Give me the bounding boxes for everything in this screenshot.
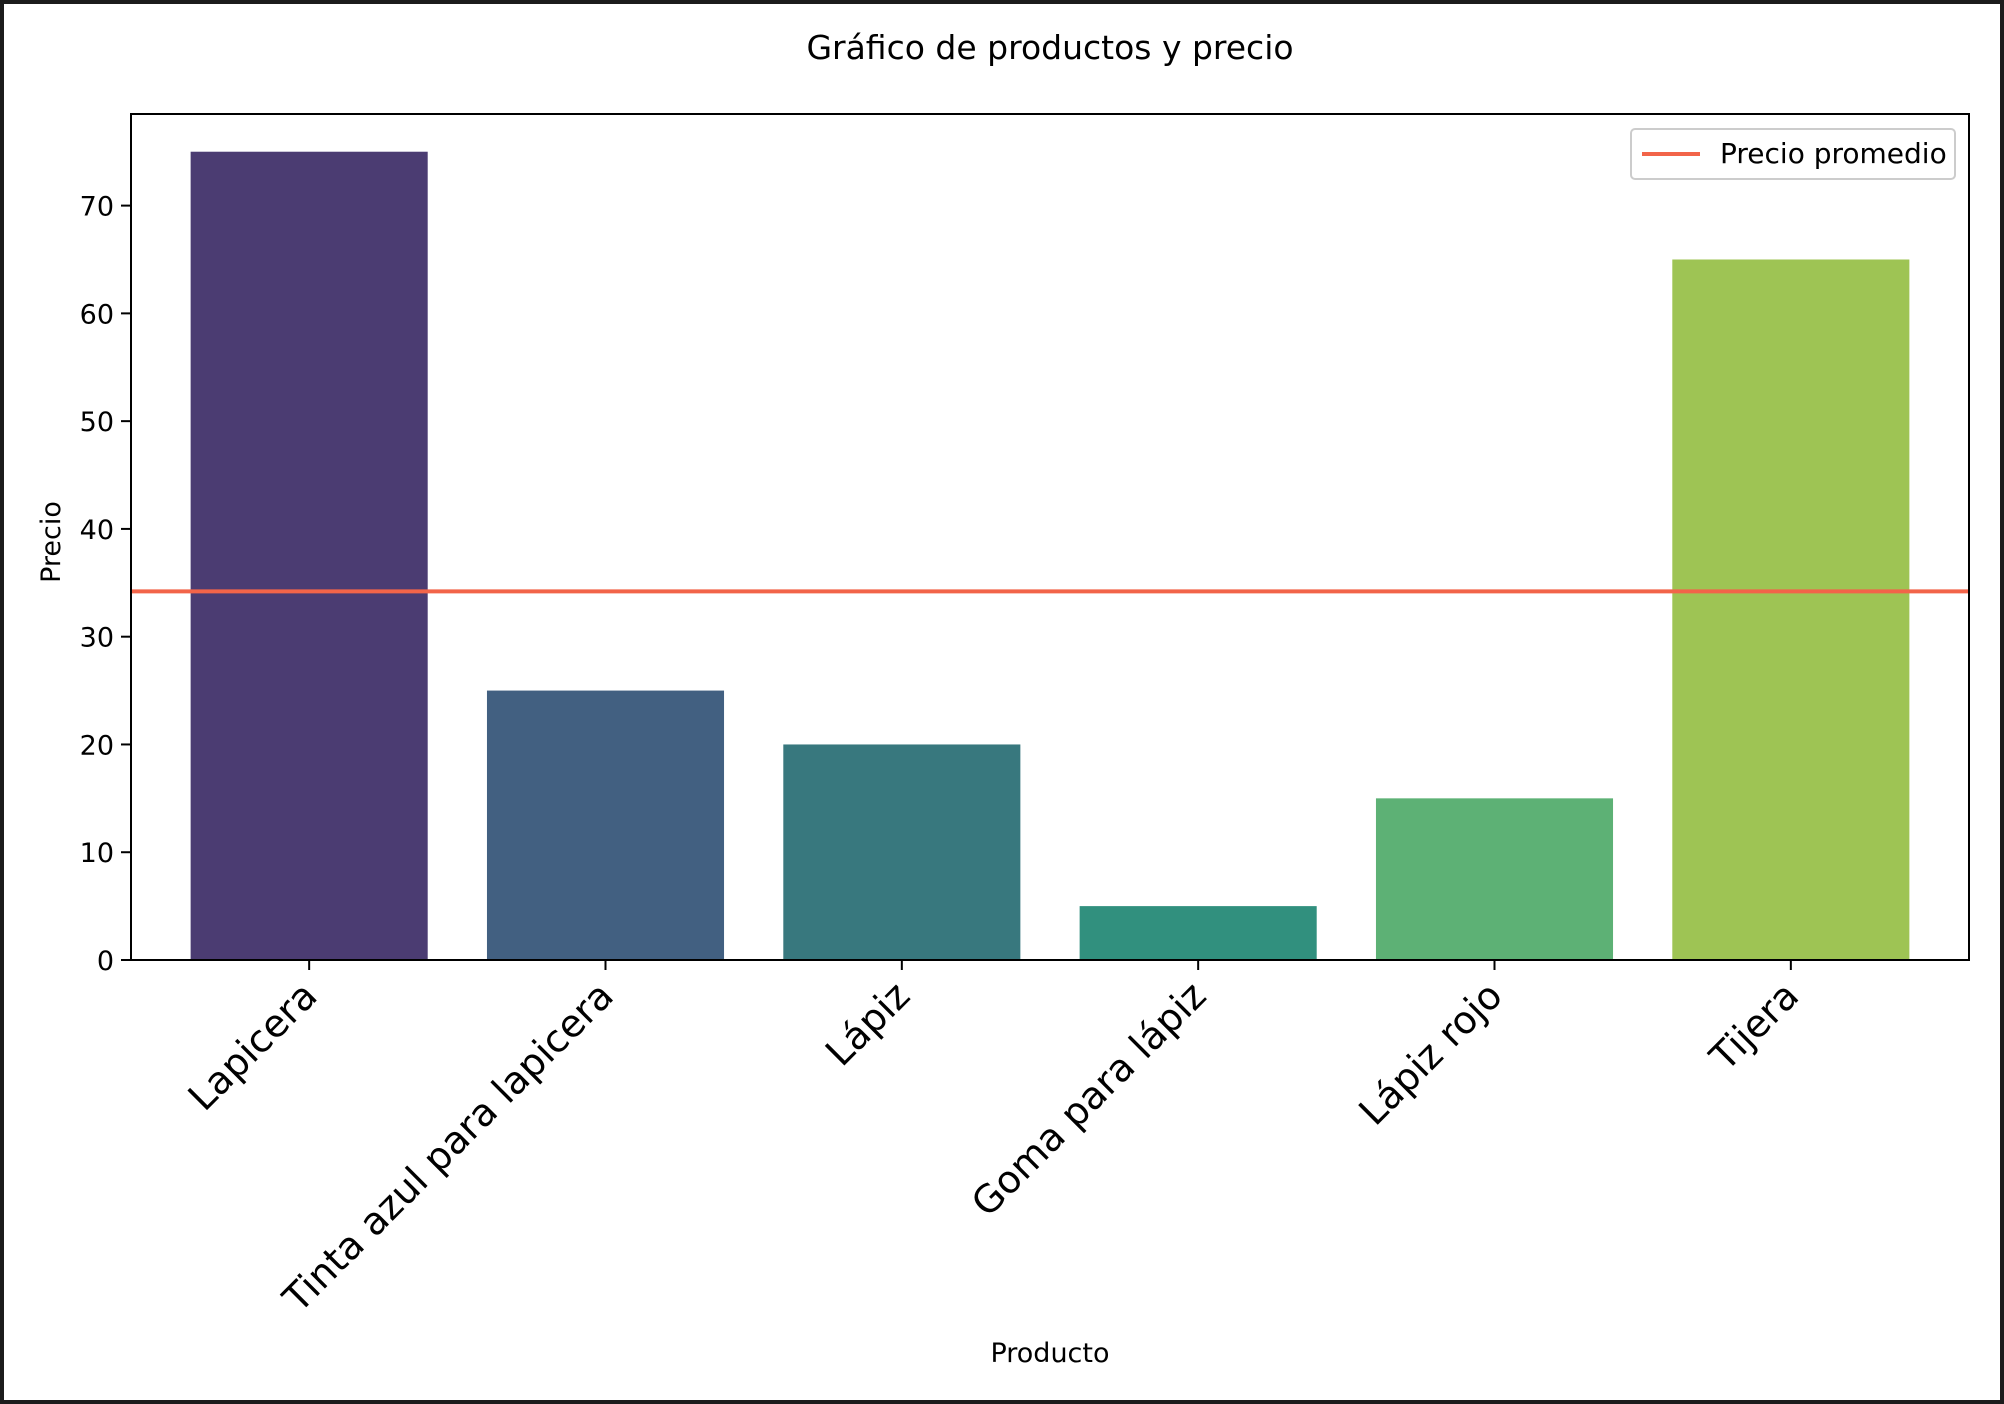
bar — [1672, 259, 1910, 960]
x-tick-label: Lápiz — [817, 973, 918, 1074]
x-axis-label: Producto — [990, 1338, 1109, 1369]
bars-layer — [190, 151, 1910, 961]
y-tick-label: 60 — [80, 299, 114, 330]
y-tick-label: 70 — [80, 192, 114, 223]
x-tick-label: Tijera — [1701, 973, 1807, 1079]
bar-chart: Gráfico de productos y precio 0 10 20 30 40 5… — [36, 28, 1970, 1369]
y-tick-label: 0 — [97, 946, 114, 977]
bar — [190, 151, 428, 961]
x-tick-label: Lápiz rojo — [1350, 973, 1511, 1134]
legend: Precio promedio — [1630, 128, 1956, 180]
y-tick-label: 10 — [80, 838, 114, 869]
bar — [1375, 798, 1614, 960]
x-tick-label: Goma para lápiz — [963, 973, 1215, 1225]
y-axis: 0 10 20 30 40 50 60 70 — [80, 192, 131, 977]
y-tick-label: 40 — [80, 515, 114, 546]
bar — [1079, 906, 1317, 960]
y-tick-label: 30 — [80, 623, 114, 654]
chart-title: Gráfico de productos y precio — [806, 28, 1293, 67]
plot-area-border — [130, 113, 1970, 961]
bar — [783, 744, 1021, 960]
chart-frame: Gráfico de productos y precio 0 10 20 30 40 5… — [4, 4, 2000, 1400]
bar — [486, 690, 725, 960]
legend-label: Precio promedio — [1720, 137, 1947, 170]
legend-box — [1630, 128, 1956, 180]
y-axis-label: Precio — [36, 501, 67, 583]
y-tick-label: 20 — [80, 730, 114, 761]
y-tick-label: 50 — [80, 407, 114, 438]
x-tick-label: Tinta azul para lapicera — [274, 973, 622, 1321]
x-tick-label: Lapicera — [180, 973, 326, 1119]
